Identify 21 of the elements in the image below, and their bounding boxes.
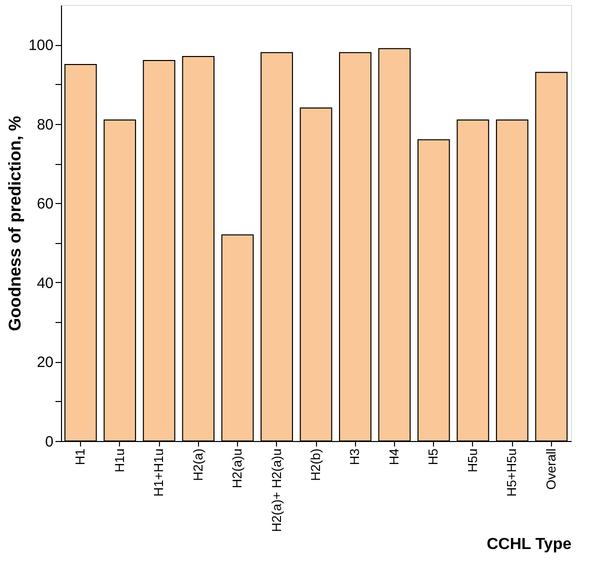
x-tick-label: H1+H1u — [151, 448, 166, 497]
y-tick-label: 40 — [36, 274, 54, 292]
x-tick-label: H5u — [464, 448, 480, 472]
x-tick-label: H4 — [386, 448, 402, 466]
x-tick-label: H3 — [347, 448, 362, 466]
x-tick-label: H1 — [72, 448, 88, 466]
x-tick-label: H5+H5u — [504, 448, 520, 497]
x-tick-label: H2(a) — [190, 448, 206, 482]
x-tick-label: H1u — [112, 448, 127, 472]
x-tick-label: H2(b) — [308, 448, 323, 482]
y-tick-label: 100 — [28, 37, 54, 54]
y-axis-title: Goodness of prediction, % — [5, 116, 24, 332]
y-tick-label: 60 — [36, 196, 54, 213]
y-tick-label: 80 — [36, 116, 54, 134]
x-tick-label: H5 — [426, 448, 441, 466]
y-tick-label: 0 — [45, 434, 54, 450]
y-tick-label: 20 — [36, 354, 54, 372]
x-tick-label: H2(a)u — [230, 448, 245, 488]
x-tick-label: Overall — [543, 448, 558, 490]
x-axis-title: CCHL Type — [486, 536, 572, 553]
x-tick-label: H2(a)+ H2(a)u — [268, 448, 284, 532]
